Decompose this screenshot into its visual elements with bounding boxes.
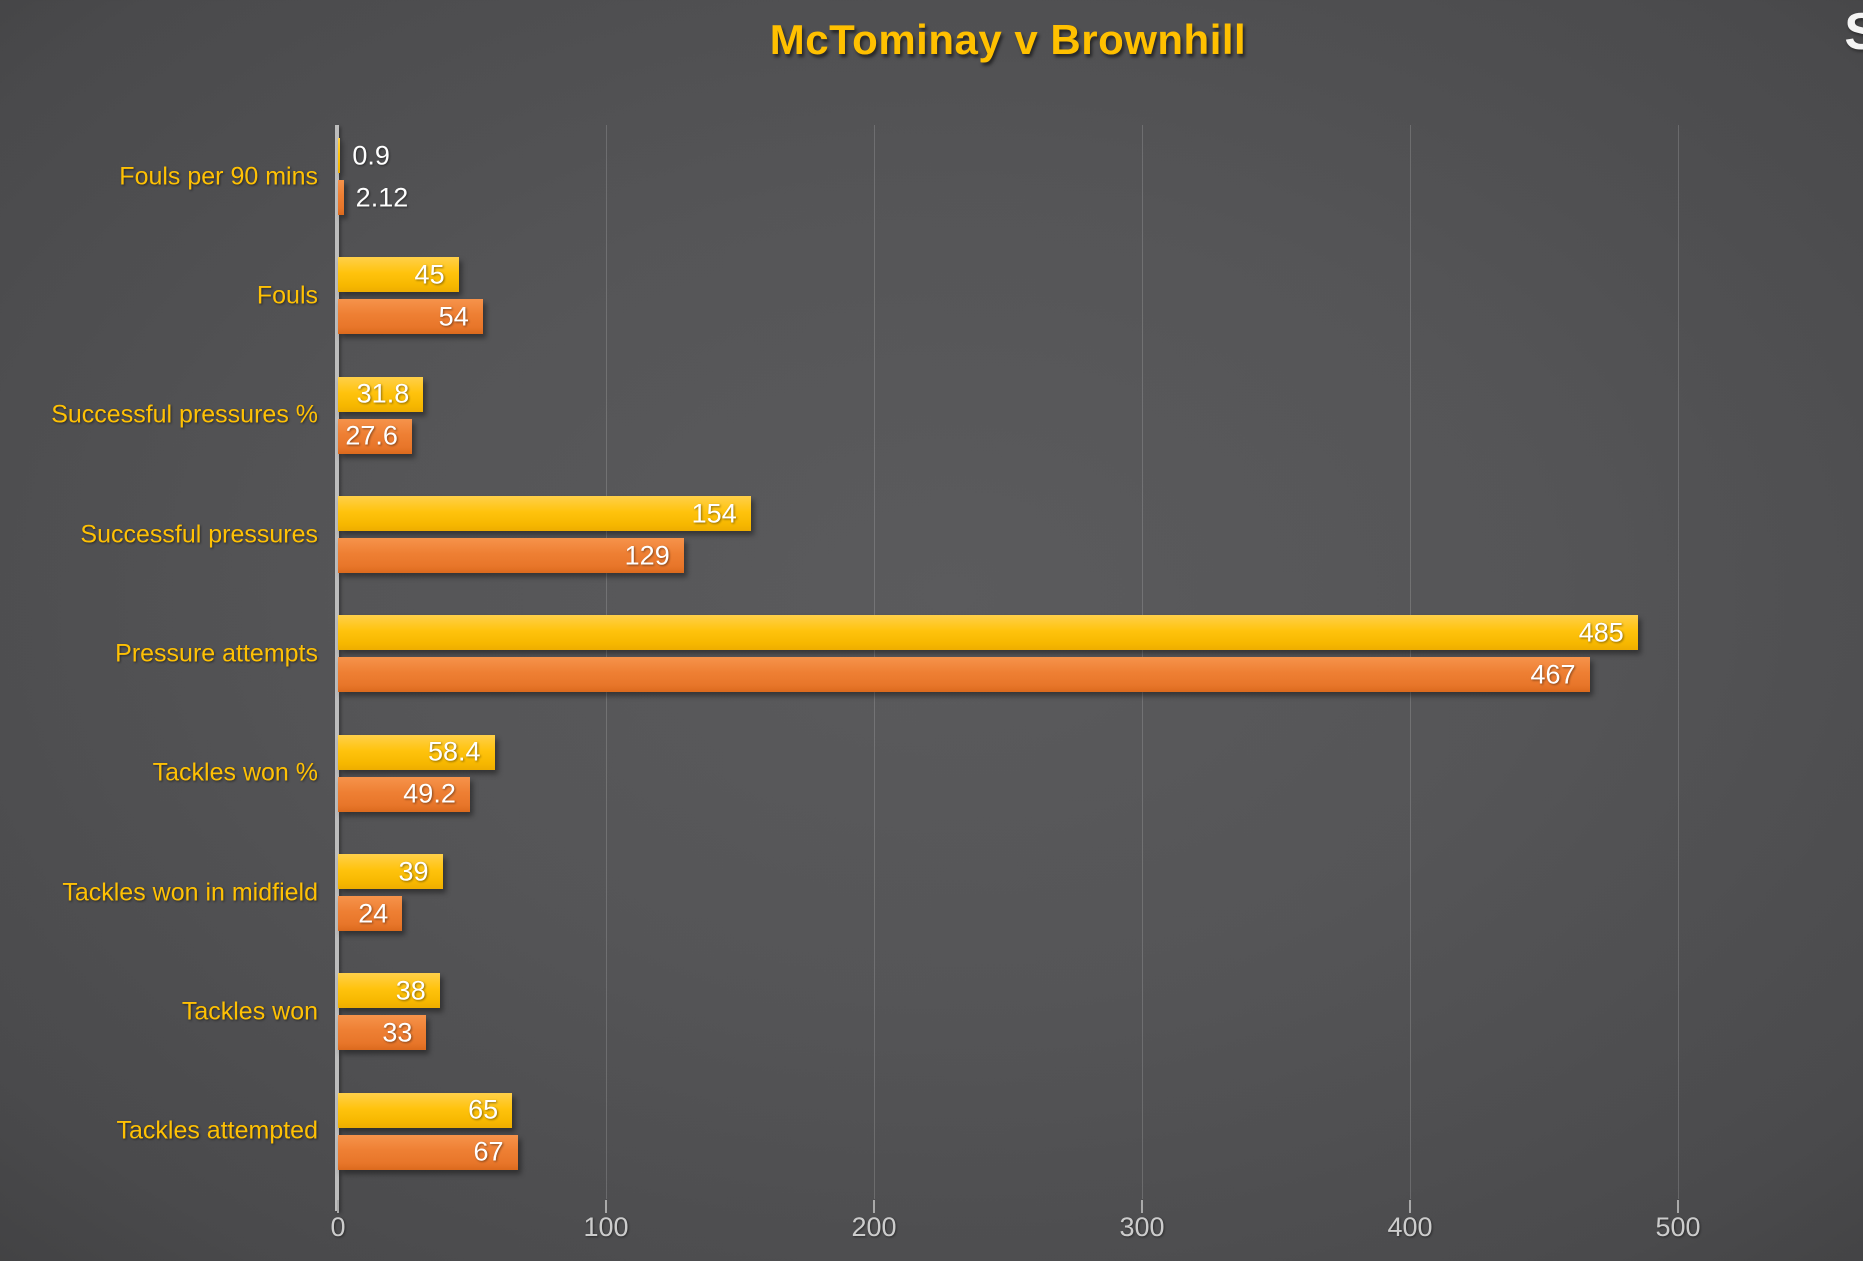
axis-tick bbox=[873, 1200, 875, 1213]
bar-yellow-mctominay: 45 bbox=[338, 257, 459, 293]
plot-area: 0.9 2.12 45 54 31.8 27.6 154 129 485 467 58.4 49.2 3… bbox=[335, 125, 1679, 1213]
x-axis-tick-label: 200 bbox=[851, 1212, 897, 1242]
bar-orange-brownhill: 129 bbox=[338, 538, 684, 573]
x-axis: 0 100 200 300 400 500 bbox=[330, 1212, 1700, 1252]
category-label: Tackles won bbox=[181, 997, 318, 1026]
bar-value-label: 45 bbox=[414, 259, 445, 290]
bar-yellow-mctominay: 31.8 bbox=[338, 376, 424, 412]
category-label: Fouls bbox=[256, 281, 318, 310]
category-label: Tackles attempted bbox=[116, 1116, 319, 1145]
bar-value-label: 38 bbox=[395, 975, 426, 1006]
bar-orange-brownhill: 24 bbox=[338, 896, 403, 931]
x-axis-tick-label: 500 bbox=[1655, 1212, 1701, 1242]
x-axis-tick-label: 100 bbox=[583, 1212, 629, 1242]
category-label: Tackles won % bbox=[152, 758, 318, 787]
axis-tick bbox=[605, 1200, 607, 1213]
bar-yellow-mctominay: 58.4 bbox=[338, 734, 495, 770]
axis-tick bbox=[1409, 1200, 1411, 1213]
bar-value-label: 27.6 bbox=[345, 420, 398, 451]
bar-yellow-mctominay: 38 bbox=[338, 973, 440, 1009]
axis-tick bbox=[337, 1200, 339, 1213]
bar-value-label: 31.8 bbox=[356, 378, 410, 409]
watermark-letter-s: S bbox=[1844, 3, 1863, 61]
category-label: Successful pressures % bbox=[51, 400, 318, 429]
bar-orange-brownhill: 467 bbox=[338, 657, 1590, 693]
y-axis-line bbox=[335, 125, 339, 1211]
category-axis: Fouls per 90 mins Fouls Successful pressur… bbox=[0, 125, 318, 1199]
bar-orange-brownhill: 2.12 bbox=[338, 180, 408, 215]
axis-tick bbox=[1141, 1200, 1143, 1213]
bar-value-label: 485 bbox=[1578, 617, 1624, 648]
bar-yellow-mctominay: 0.9 bbox=[338, 138, 390, 173]
bar-value-label: 24 bbox=[358, 898, 389, 928]
bar-value-label: 0.9 bbox=[352, 140, 390, 170]
x-axis-tick-label: 0 bbox=[330, 1212, 346, 1242]
bar-yellow-mctominay: 154 bbox=[338, 496, 751, 531]
bar-value-label: 129 bbox=[624, 540, 670, 570]
bar-value-label: 54 bbox=[438, 301, 469, 332]
category-label: Fouls per 90 mins bbox=[119, 162, 318, 190]
gridline bbox=[1678, 125, 1679, 1199]
bar-value-label: 39 bbox=[398, 856, 429, 886]
bar-value-label: 33 bbox=[382, 1017, 413, 1048]
bar-orange-brownhill: 67 bbox=[338, 1134, 518, 1170]
bar-value-label: 49.2 bbox=[403, 778, 456, 809]
bar-value-label: 2.12 bbox=[355, 182, 409, 212]
axis-tick bbox=[1677, 1200, 1679, 1213]
bar-orange-brownhill: 54 bbox=[338, 299, 483, 335]
category-label: Tackles won in midfield bbox=[62, 878, 318, 906]
bar-value-label: 154 bbox=[691, 498, 737, 528]
bar-yellow-mctominay: 39 bbox=[338, 854, 443, 889]
bar-orange-brownhill: 49.2 bbox=[338, 776, 470, 812]
bar-value-label: 58.4 bbox=[427, 736, 481, 767]
x-axis-tick-label: 400 bbox=[1387, 1212, 1433, 1242]
category-label: Pressure attempts bbox=[115, 639, 318, 668]
category-label: Successful pressures bbox=[80, 520, 318, 548]
bar-orange-brownhill: 33 bbox=[338, 1015, 427, 1051]
x-axis-tick-label: 300 bbox=[1119, 1212, 1165, 1242]
bar-yellow-mctominay: 65 bbox=[338, 1092, 513, 1128]
bar-value-label: 467 bbox=[1530, 659, 1576, 690]
bar-value-label: 67 bbox=[473, 1136, 504, 1167]
chart-title: McTominay v Brownhill bbox=[769, 16, 1247, 63]
bar-yellow-mctominay: 485 bbox=[338, 615, 1638, 651]
bar-orange-brownhill: 27.6 bbox=[338, 418, 412, 454]
bar-value-label: 65 bbox=[468, 1094, 499, 1125]
